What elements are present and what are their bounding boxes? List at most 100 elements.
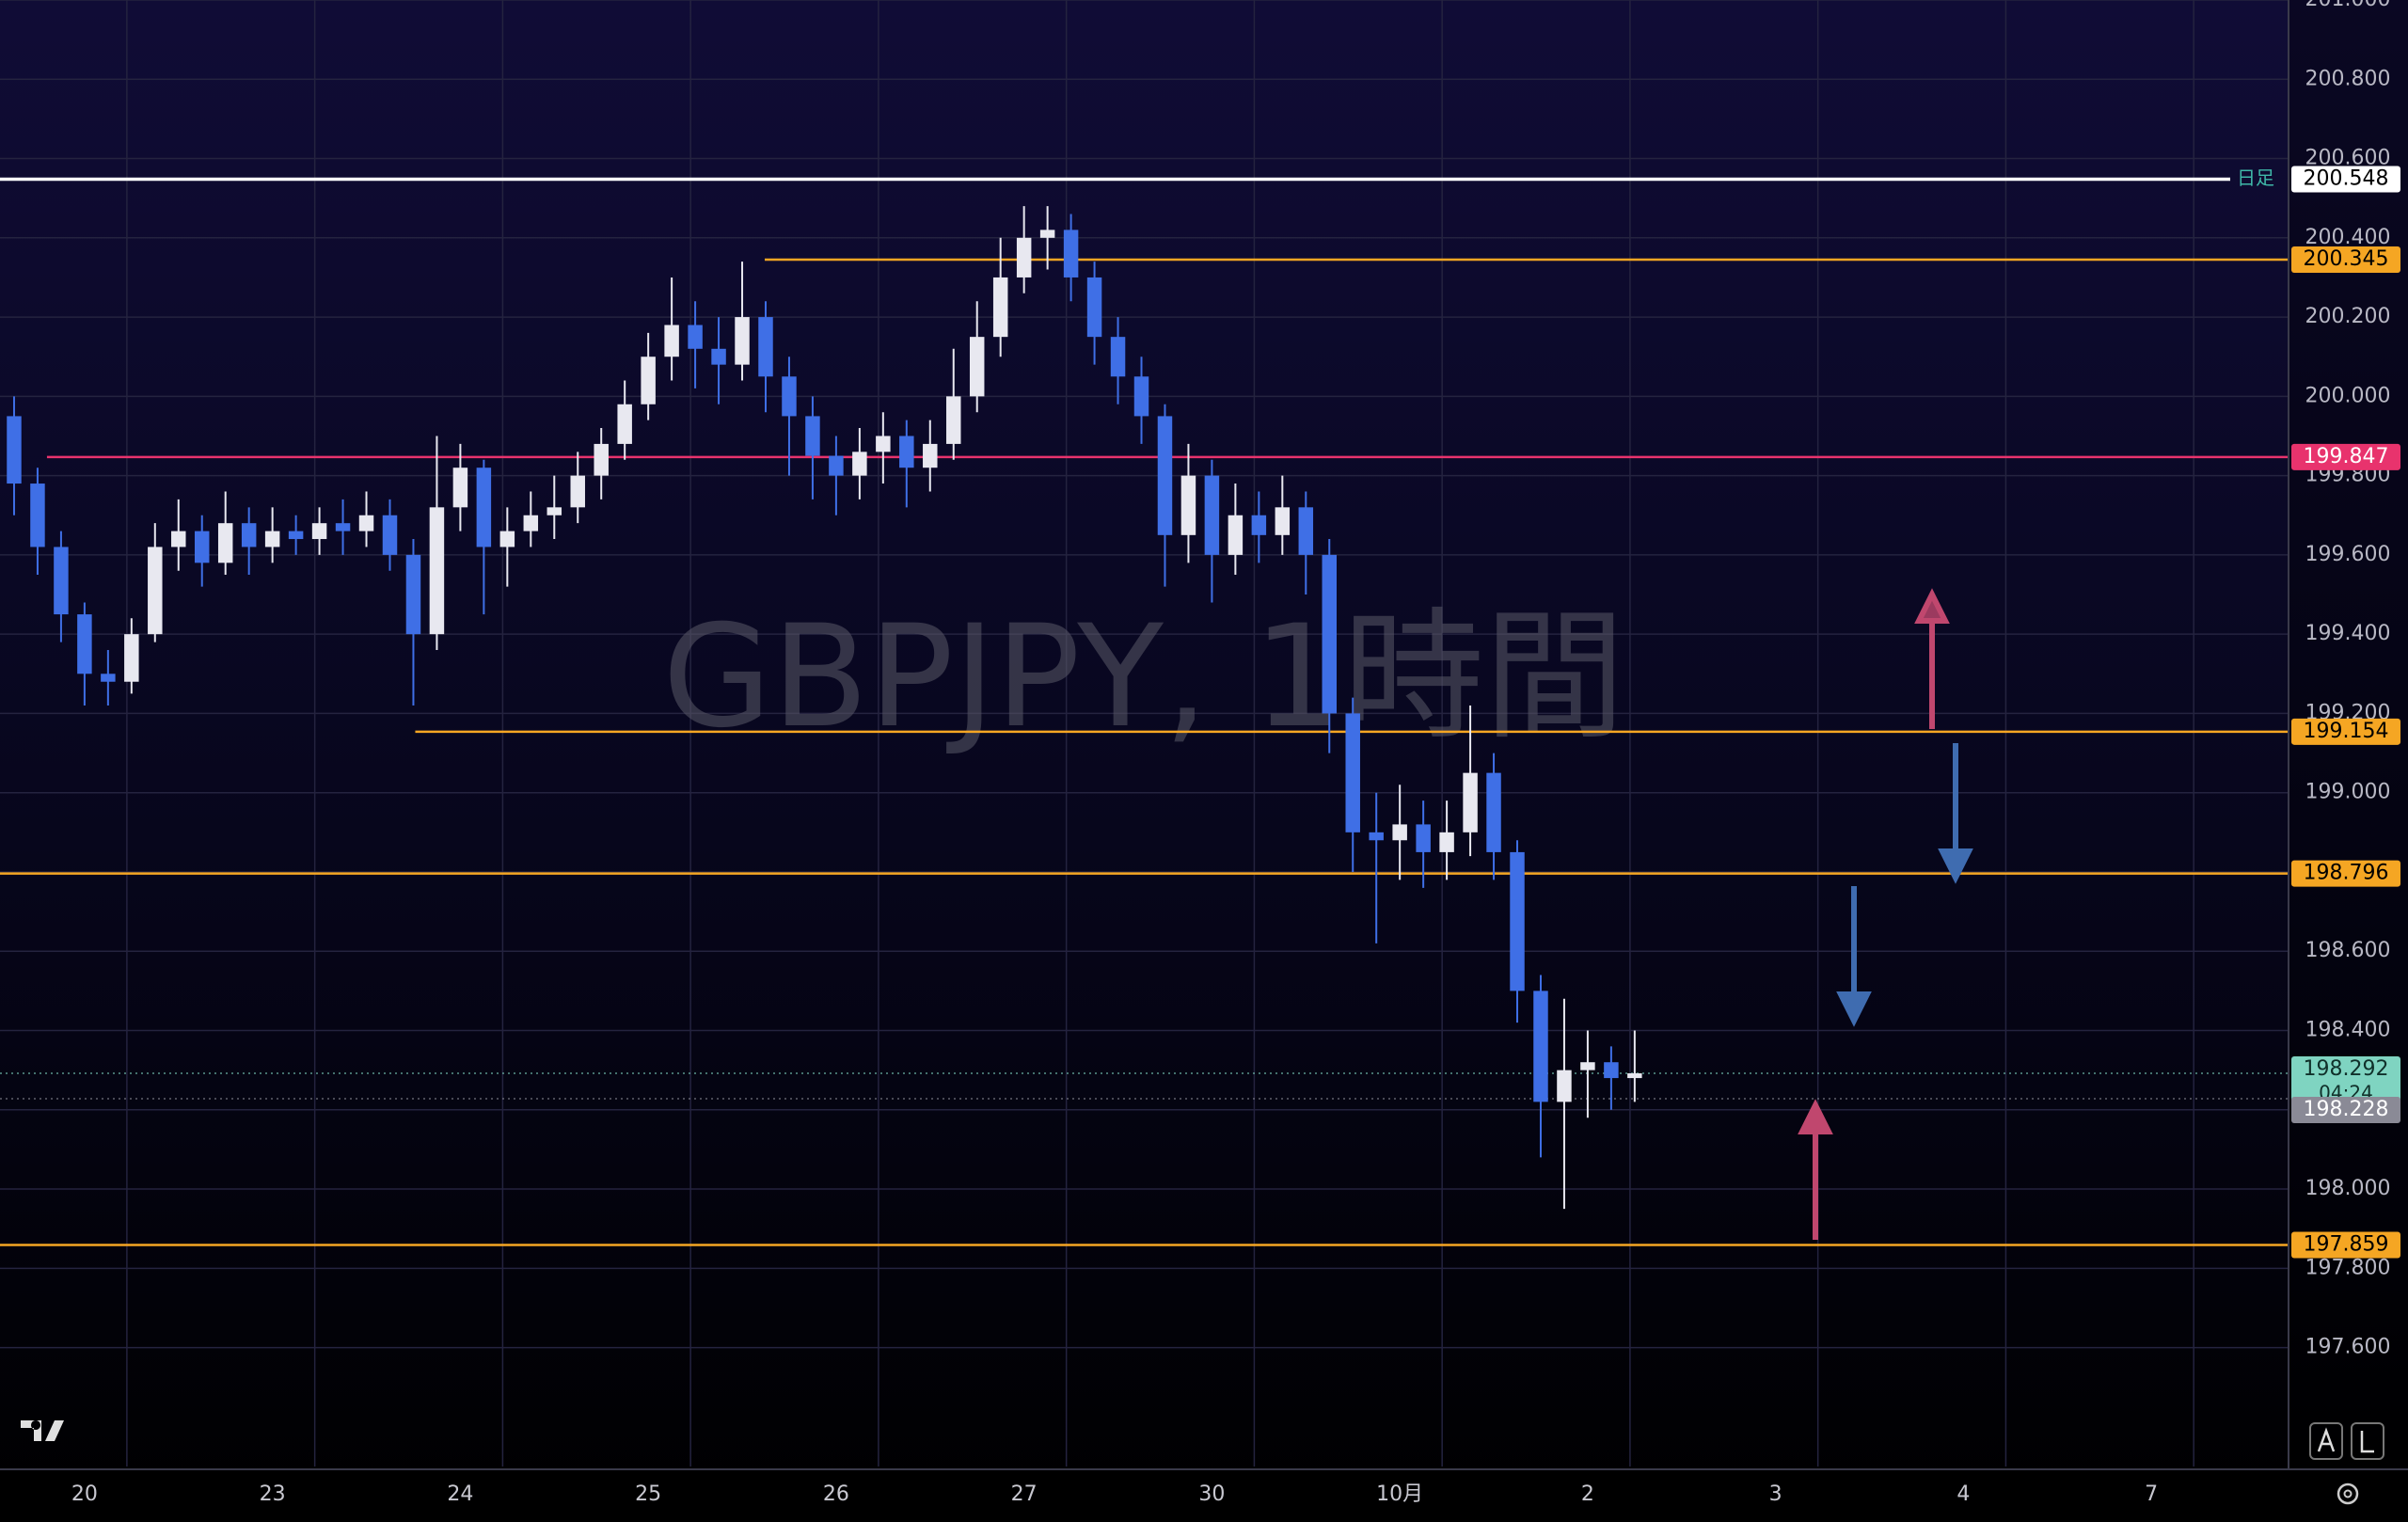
candle-body [1275, 507, 1291, 535]
auto-icon [2317, 1427, 2336, 1452]
candle-body [1133, 376, 1149, 417]
bid-price-bg [2291, 1096, 2400, 1123]
x-tick-label: 26 [823, 1482, 849, 1506]
candle-body [1345, 713, 1360, 832]
candle-body [429, 507, 445, 635]
settings-button[interactable] [2337, 1482, 2359, 1505]
candle-body [1369, 832, 1384, 841]
arrows [1798, 588, 1973, 1240]
candle-body [735, 317, 750, 365]
tradingview-logo [21, 1420, 64, 1441]
level-price: 199.847 [2304, 445, 2389, 468]
x-tick-label: 23 [260, 1482, 286, 1506]
candle-body [1322, 554, 1337, 714]
candle-body [1298, 507, 1314, 555]
bid-price: 198.228 [2304, 1098, 2389, 1121]
x-tick-label: 30 [1198, 1482, 1225, 1506]
candle-body [1533, 991, 1548, 1102]
candle-body [1557, 1070, 1572, 1102]
candle-body [54, 547, 69, 615]
x-tick-label: 4 [1956, 1482, 1970, 1506]
candle-body [382, 515, 398, 555]
x-axis: 20 23 24 25 26 27 30 10月 2 3 4 7 [71, 1482, 2158, 1506]
candle-body [1086, 277, 1102, 338]
candle-body [1251, 515, 1267, 535]
candle-body [1486, 772, 1501, 852]
x-tick-label: 2 [1581, 1482, 1594, 1506]
candle-body [969, 337, 985, 397]
candle-body [758, 317, 773, 377]
candles [7, 206, 1642, 1210]
candle-body [664, 325, 679, 357]
gear-center [2343, 1489, 2353, 1498]
logo [21, 1420, 64, 1441]
gear[interactable] [2337, 1482, 2359, 1505]
level-price-bg [2291, 1231, 2400, 1259]
candle-body [499, 531, 515, 547]
y-tick-label: 201.000 [2305, 0, 2391, 11]
candle-body [1392, 824, 1407, 841]
candle-body [1580, 1062, 1595, 1070]
candle-body [358, 515, 374, 531]
candle-body [617, 404, 632, 444]
candle-body [1157, 416, 1173, 535]
level-price: 200.548 [2304, 166, 2389, 190]
y-tick-label: 199.400 [2305, 622, 2391, 645]
level-price-bg [2291, 860, 2400, 887]
candle-body [523, 515, 539, 531]
auto-button[interactable] [2309, 1422, 2343, 1460]
level-price-bg [2291, 246, 2400, 273]
up-arrow [1798, 1099, 1833, 1240]
level-price: 200.345 [2304, 247, 2389, 271]
candle-body [7, 416, 22, 484]
candle-body [923, 443, 938, 468]
log-button[interactable] [2351, 1422, 2384, 1460]
candle-body [148, 547, 163, 635]
x-tick-label: 3 [1769, 1482, 1782, 1506]
y-tick-label: 200.000 [2305, 384, 2391, 407]
candle-body [405, 554, 421, 635]
candle-body [688, 325, 703, 349]
y-tick-label: 197.600 [2305, 1336, 2391, 1359]
candle-body [946, 396, 961, 444]
y-tick-label: 200.400 [2305, 226, 2391, 249]
x-tick-label: 7 [2145, 1482, 2158, 1506]
candle-body [1039, 230, 1055, 238]
candle-body [124, 634, 139, 682]
candle-body [829, 455, 844, 476]
candle-body [1604, 1062, 1619, 1079]
log-icon [2360, 1431, 2374, 1453]
candle-body [805, 416, 820, 456]
y-tick-label: 200.200 [2305, 305, 2391, 328]
candle-body [1228, 515, 1244, 555]
x-tick-label: 10月 [1376, 1482, 1423, 1506]
scale-buttons[interactable] [2309, 1422, 2384, 1460]
interval-label: 日足 [2237, 166, 2274, 189]
candle-body [782, 376, 797, 417]
x-tick-label: 24 [447, 1482, 473, 1506]
candle-body [1016, 237, 1032, 277]
y-tick-label: 200.800 [2305, 67, 2391, 90]
candle-body [1627, 1073, 1642, 1079]
x-tick-label: 20 [71, 1482, 98, 1506]
candle-body [641, 357, 656, 404]
candle-body [335, 523, 351, 531]
candle-body [1463, 772, 1478, 832]
y-tick-label: 199.600 [2305, 543, 2391, 566]
candle-body [1204, 475, 1220, 555]
candle-body [547, 507, 562, 515]
candle-body [311, 523, 327, 540]
y-tick-label: 197.800 [2305, 1256, 2391, 1279]
last-price: 198.292 [2304, 1057, 2389, 1081]
level-price: 199.154 [2304, 720, 2389, 743]
time-axis [0, 1469, 2408, 1522]
down-arrow [1938, 743, 1973, 884]
candle-body [899, 436, 914, 468]
y-tick-label: 200.600 [2305, 147, 2391, 170]
candle-body [171, 531, 186, 547]
candle-body [30, 484, 45, 547]
candle-body [876, 436, 891, 452]
candle-body [1510, 851, 1525, 991]
y-tick-label: 198.600 [2305, 939, 2391, 962]
